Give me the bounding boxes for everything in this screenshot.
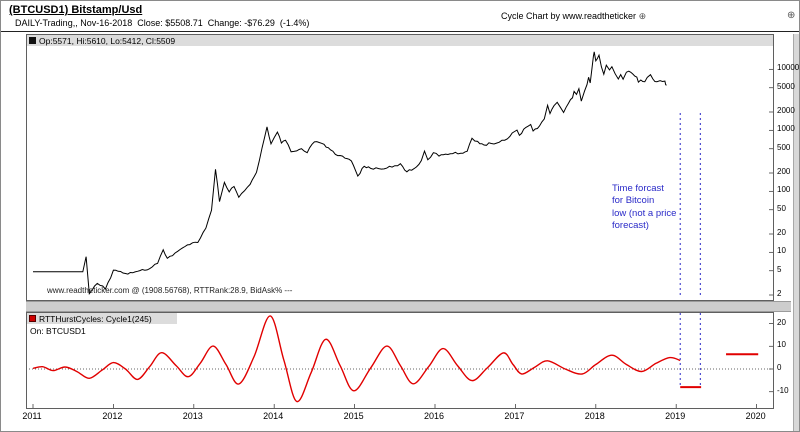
year-axis-tick: 2012 [102,411,123,421]
price-series-swatch [29,37,36,44]
cycle-axis-tick: -10 [777,385,789,395]
cycle-legend-bar: RTTHurstCycles: Cycle1(245) [27,313,177,324]
vertical-scrollbar[interactable] [793,34,799,431]
year-axis-tick: 2019 [665,411,686,421]
price-axis-tick: 100 [777,185,791,195]
year-axis-tick: 2014 [263,411,284,421]
ohlc-legend: Op:5571, Hi:5610, Lo:5412, Cl:5509 [39,35,176,46]
price-axis-tick: 10 [777,246,786,256]
globe-plus-icon: ⊕ [638,11,647,21]
quote-summary: DAILY-Trading,, Nov-16-2018 Close: $5508… [15,18,310,28]
year-axis-tick: 2020 [745,411,766,421]
year-axis-tick: 2016 [423,411,445,421]
cycle-panel: RTTHurstCycles: Cycle1(245) On: BTCUSD1 [26,312,774,409]
year-axis-tick: 2015 [343,411,364,421]
cycle-line [32,315,681,403]
price-axis-tick: 20 [777,228,786,237]
price-chart-canvas[interactable] [27,35,773,300]
watermark: www.readtheticker.com @ (1908.56768), RT… [47,286,293,295]
year-axis-tick: 2013 [182,411,203,421]
year-axis-tick: 2011 [22,411,42,421]
corner-globe-icon[interactable]: ⊕ [787,10,796,21]
year-axis-tick: 2018 [584,411,605,421]
price-axis-tick: 500 [777,142,791,152]
cycle-series-swatch [29,315,36,322]
forecast-annotation: Time forcast for Bitcoin low (not a pric… [612,183,677,232]
panel-splitter[interactable] [26,301,791,312]
cycle-sublegend: On: BTCUSD1 [30,326,86,336]
header-divider [1,31,799,32]
price-axis-tick: 5000 [777,81,795,91]
price-line [33,51,667,296]
cycle-legend: RTTHurstCycles: Cycle1(245) [39,313,152,324]
brand-label: Cycle Chart by www.readtheticker ⊕ [501,11,646,22]
price-axis-tick: 50 [777,203,786,213]
price-legend-bar: Op:5571, Hi:5610, Lo:5412, Cl:5509 [27,35,773,46]
price-panel: Op:5571, Hi:5610, Lo:5412, Cl:5509 www.r… [26,34,774,301]
price-axis-tick: 1000 [777,124,795,134]
price-axis-tick: 5 [777,264,782,274]
price-axis-tick: 200 [777,167,791,176]
cycle-axis-tick: 10 [777,340,786,350]
brand-text: Cycle Chart by www.readtheticker [501,11,639,21]
cycle-axis-tick: 20 [777,317,786,327]
year-axis-tick: 2017 [504,411,525,421]
cycle-chart-canvas[interactable] [27,313,773,408]
symbol-title: (BTCUSD1) Bitstamp/Usd [9,4,143,16]
cycle-axis-tick: 0 [777,363,782,372]
price-axis-tick: 2 [777,289,782,298]
price-axis-tick: 10000 [777,63,800,73]
price-axis-tick: 2000 [777,106,795,115]
